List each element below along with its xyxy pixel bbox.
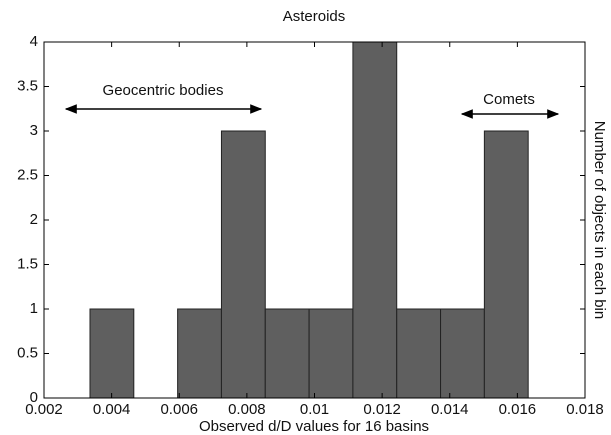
x-axis-label: Observed d/D values for 16 basins [199,418,429,435]
bar [396,308,442,399]
y-tick-label: 3 [30,122,38,139]
y-tick-label: 3.5 [17,77,38,94]
y-tick-label: 2 [30,211,38,228]
y-tick-label: 4 [30,33,38,50]
bar [220,130,266,399]
y-tick-label: 2.5 [17,166,38,183]
x-tick-label: 0.008 [228,401,266,418]
y-tick-label: 1 [30,300,38,317]
y-tick-label: 0 [30,389,38,406]
y-axis-label: Number of objects in each bin [591,121,608,319]
bar [440,308,485,399]
annotation: Geocentric bodies [103,82,224,99]
x-tick-label: 0.002 [25,401,63,418]
bar [264,308,310,399]
y-tick-label: 1.5 [17,255,38,272]
x-tick-label: 0.014 [431,401,469,418]
bar [352,41,398,399]
annotation: Comets [483,91,535,108]
y-tick-label: 0.5 [17,344,38,361]
x-tick-label: 0.01 [300,401,329,418]
x-tick-label: 0.012 [363,401,401,418]
x-tick-label: 0.018 [566,401,604,418]
bar [177,308,222,399]
bar [308,308,354,399]
x-tick-label: 0.006 [160,401,198,418]
bar [483,130,529,399]
x-tick-label: 0.004 [93,401,131,418]
x-tick-label: 0.016 [499,401,537,418]
chart-title: Asteroids [283,8,346,25]
bar [89,308,135,399]
